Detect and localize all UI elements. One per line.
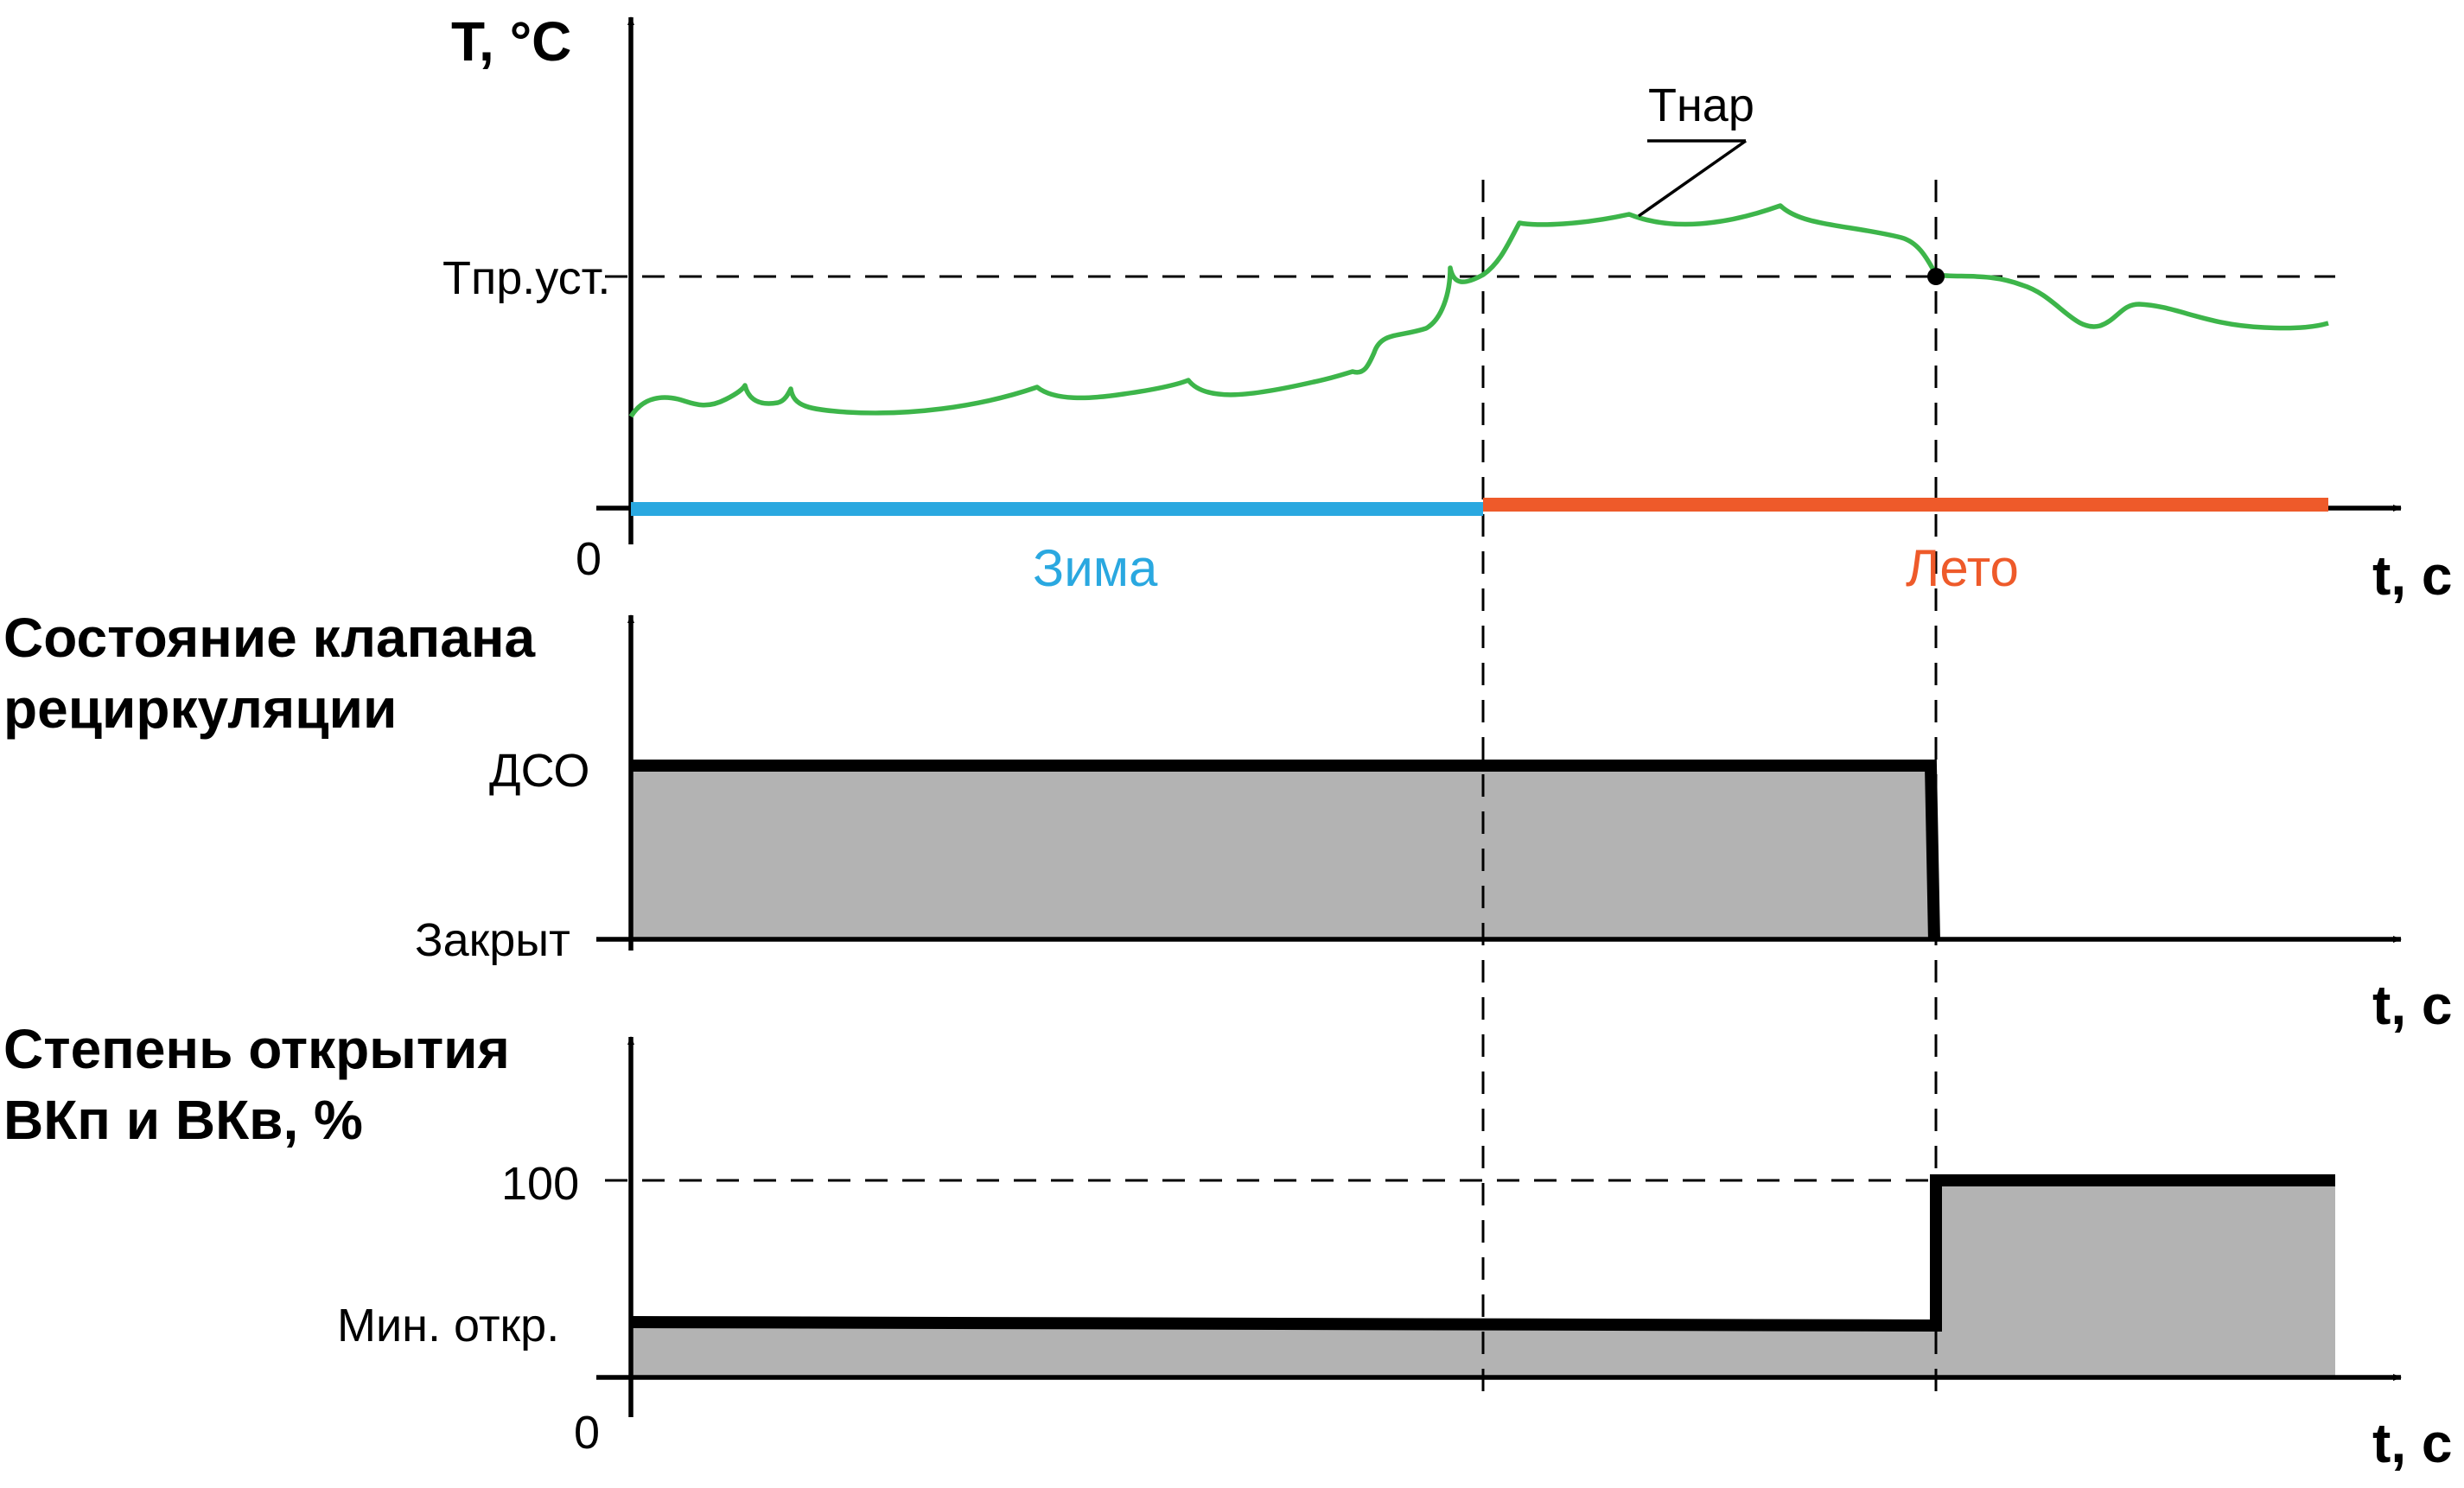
summer-label: Лето [1906,539,2019,597]
outdoor-temperature-curve [628,203,2329,418]
setpoint-label: Tпр.уст. [443,252,610,304]
valve-open-fill [631,766,1936,939]
temp-x-axis-label: t, c [2372,544,2452,607]
damper-origin-label: 0 [574,1407,600,1459]
damper-opening-line [630,1174,2335,1332]
curve-label-leader [1637,139,1748,218]
temp-origin-label: 0 [576,533,602,585]
valve-title-line2: рециркуляции [3,677,397,740]
valve-title-line1: Состояние клапана [3,607,536,669]
damper-title-line2: ВКп и ВКв, % [3,1089,363,1151]
damper-x-axis-label: t, c [2372,1412,2452,1474]
valve-state-line [631,760,1940,942]
temp-y-axis-label: T, °C [451,10,571,73]
damper-min-fill [631,1326,1936,1377]
intersection-point [1927,268,1945,285]
damper-level-low: Мин. откр. [337,1300,559,1351]
damper-full-fill [1936,1180,2335,1377]
valve-level-low: Закрыт [415,914,570,966]
curve-label: Tнар [1648,79,1754,131]
winter-label: Зима [1033,539,1158,597]
damper-level-high: 100 [501,1158,579,1210]
valve-level-high: ДСО [489,745,589,797]
valve-x-axis-label: t, c [2372,974,2452,1036]
damper-title-line1: Степень открытия [3,1018,510,1080]
